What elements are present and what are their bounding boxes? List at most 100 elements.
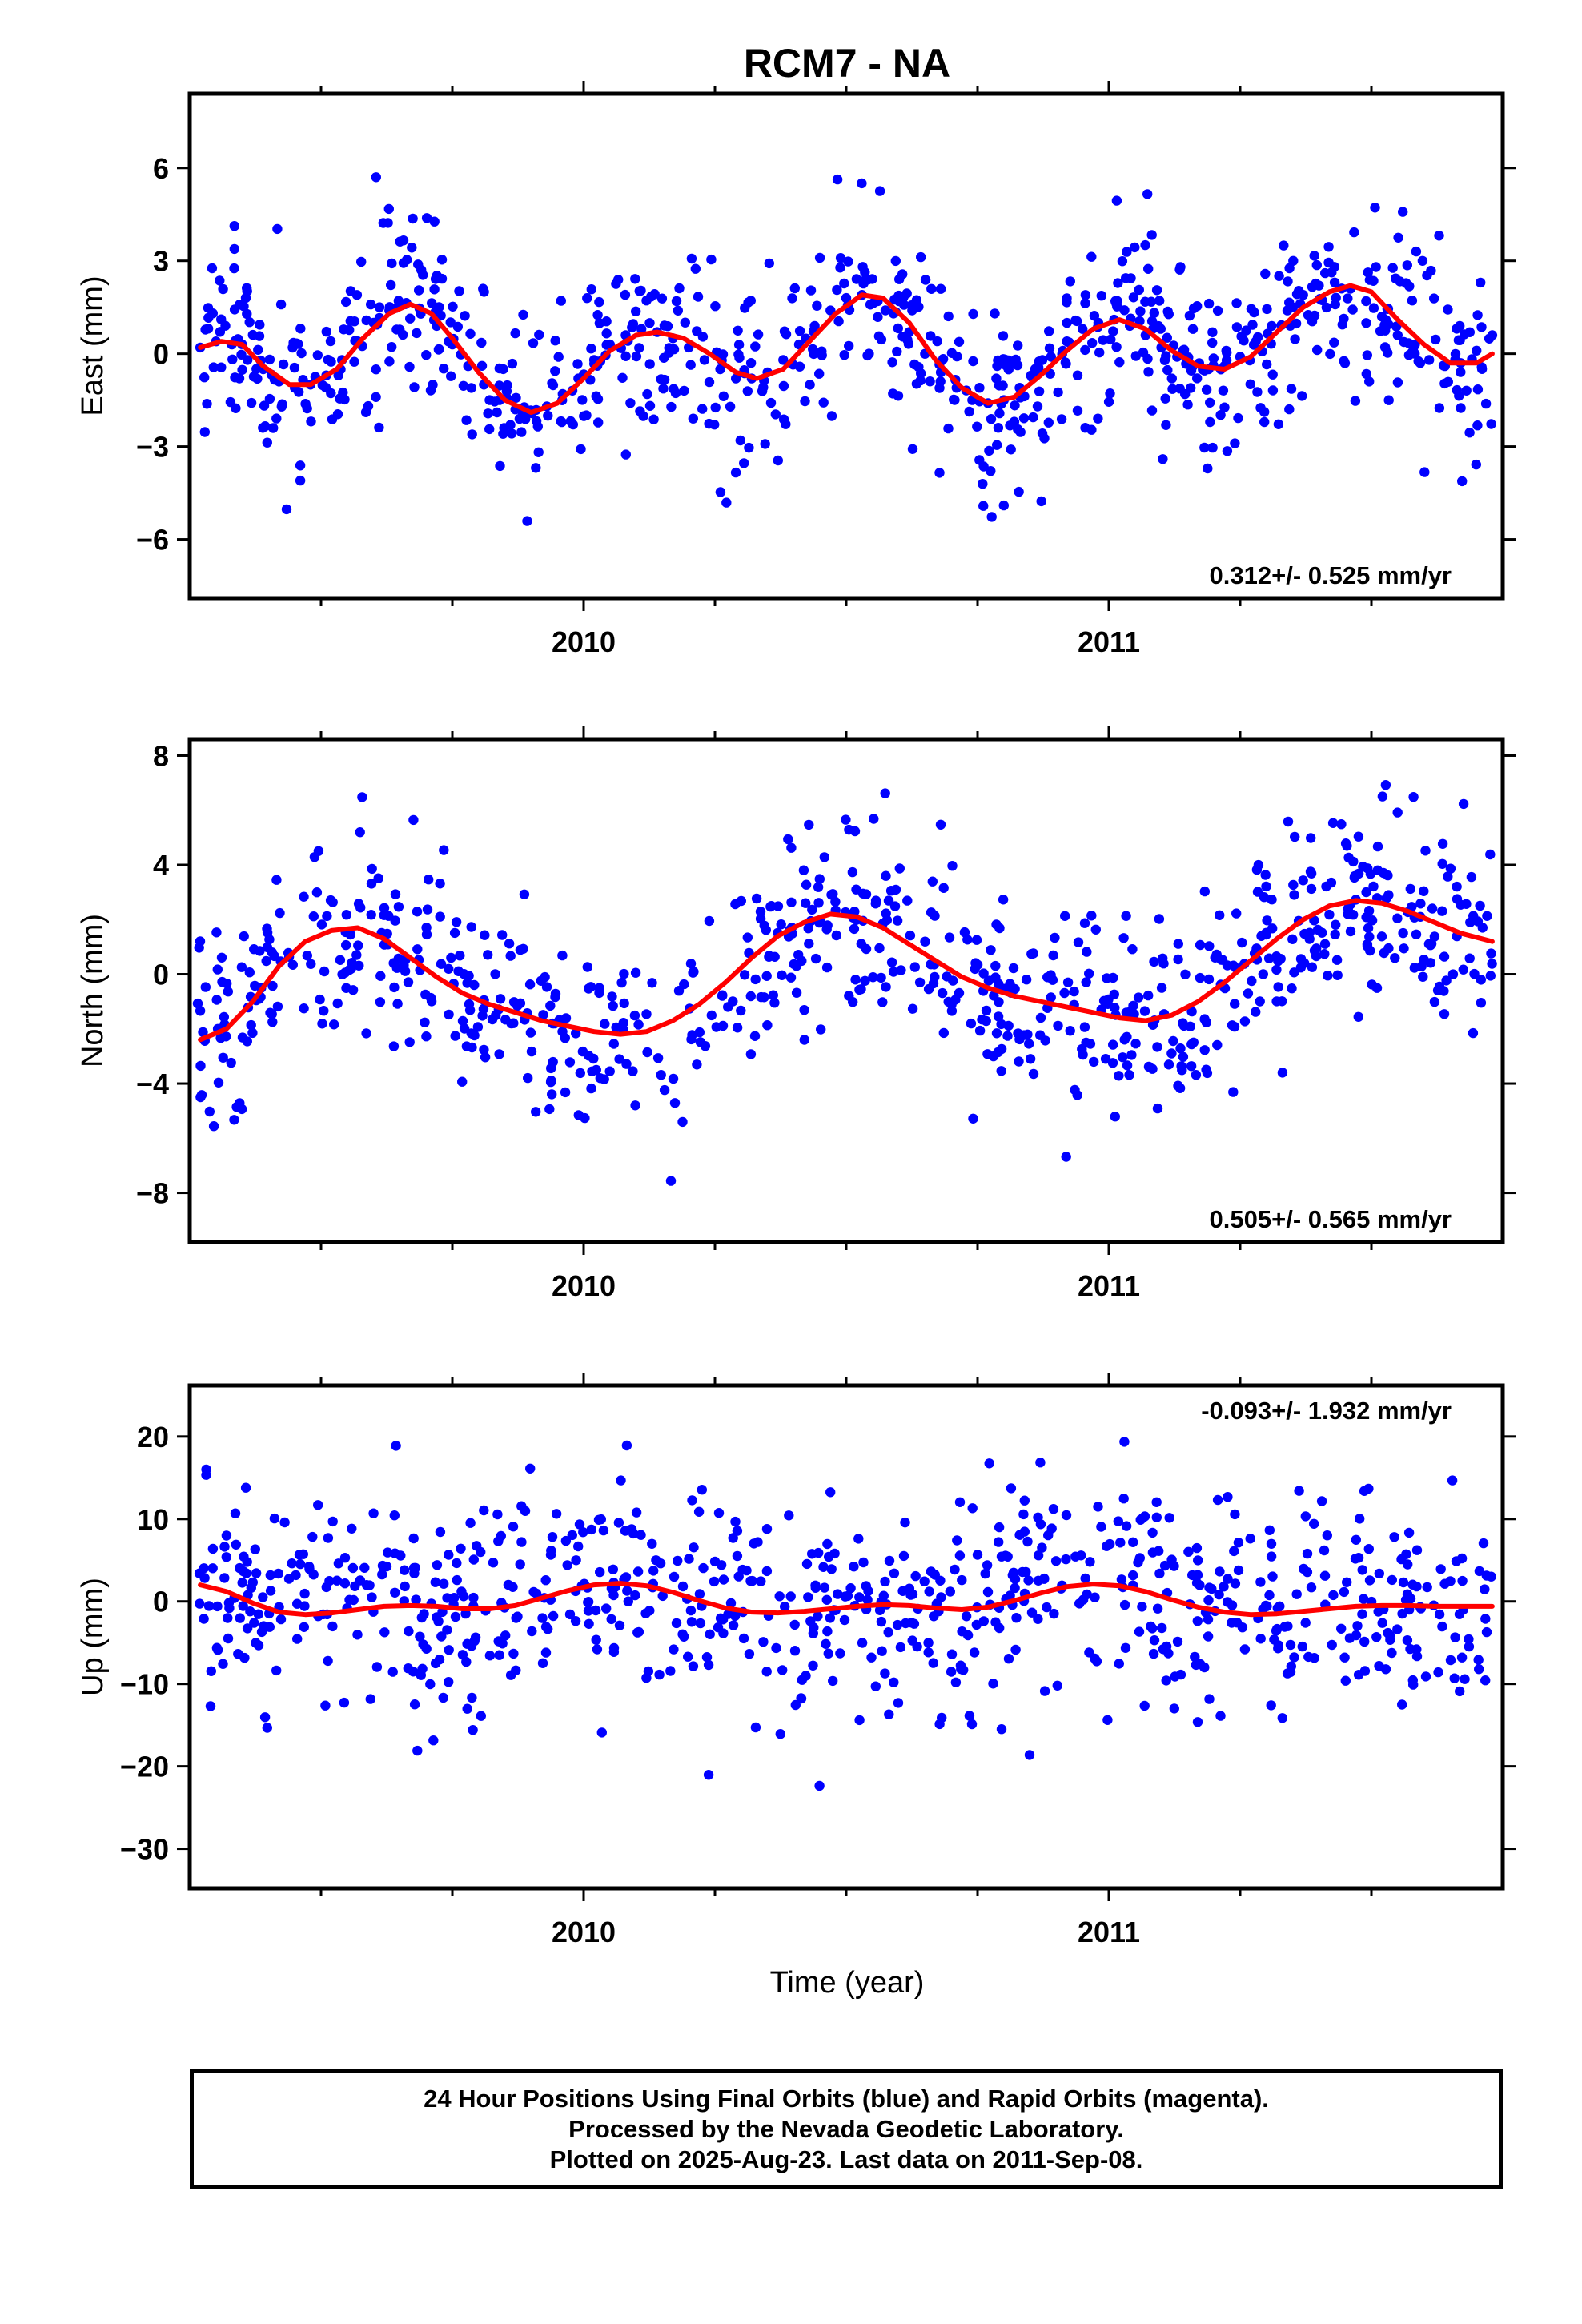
data-point: [1277, 996, 1287, 1007]
data-point: [442, 1593, 452, 1603]
data-point: [525, 1463, 536, 1474]
data-point: [876, 1616, 887, 1627]
data-point: [1081, 977, 1091, 987]
data-point: [883, 1627, 893, 1638]
data-point: [907, 1003, 918, 1014]
data-point: [794, 361, 805, 372]
data-point: [636, 285, 646, 296]
data-point: [642, 1047, 652, 1058]
data-point: [1044, 343, 1055, 353]
up-frame: [187, 1383, 1505, 1891]
data-point: [980, 1568, 990, 1579]
data-point: [1368, 303, 1379, 313]
data-point: [1192, 1616, 1203, 1626]
data-point: [1291, 318, 1302, 329]
data-point: [1175, 1043, 1186, 1054]
data-point: [598, 1525, 609, 1536]
data-point: [636, 1530, 646, 1540]
data-point: [669, 1644, 679, 1655]
data-point: [1422, 1582, 1432, 1593]
data-point: [1347, 304, 1358, 315]
data-point: [1201, 1064, 1211, 1075]
data-point: [750, 341, 761, 352]
data-point: [613, 275, 624, 285]
data-point: [492, 1509, 503, 1520]
data-point: [683, 1651, 693, 1662]
data-point: [276, 401, 287, 412]
data-point: [814, 1780, 825, 1791]
data-point: [1420, 1671, 1431, 1682]
data-point: [518, 309, 528, 320]
data-point: [1142, 189, 1153, 199]
data-point: [601, 328, 612, 339]
data-point: [379, 1627, 390, 1638]
data-point: [679, 385, 689, 396]
data-point: [978, 479, 988, 489]
data-point: [591, 1634, 601, 1645]
data-point: [839, 350, 849, 360]
data-point: [1275, 954, 1286, 964]
data-point: [357, 792, 367, 802]
data-point: [404, 1626, 414, 1637]
y-tick-label: −20: [120, 1751, 169, 1783]
data-point: [1279, 240, 1289, 251]
data-point: [779, 326, 790, 336]
data-point: [1203, 1595, 1214, 1606]
data-point: [1154, 296, 1165, 306]
data-point: [659, 374, 670, 385]
data-point: [356, 256, 367, 267]
data-point: [613, 1518, 624, 1528]
data-point: [1473, 1655, 1484, 1665]
data-point: [848, 997, 858, 1007]
data-point: [810, 953, 821, 964]
data-point: [208, 1121, 219, 1132]
data-point: [444, 1550, 454, 1560]
data-point: [1106, 334, 1116, 345]
data-point: [733, 325, 743, 336]
data-point: [545, 1000, 556, 1011]
data-point: [1401, 1549, 1411, 1560]
data-point: [1371, 1632, 1382, 1642]
data-point: [686, 1034, 697, 1045]
data-point: [835, 253, 846, 263]
data-point: [212, 1601, 223, 1612]
data-point: [1204, 941, 1215, 951]
data-point: [1048, 950, 1058, 961]
data-point: [548, 1056, 558, 1068]
data-point: [1024, 1039, 1034, 1049]
data-point: [1300, 1511, 1311, 1522]
data-point: [436, 255, 448, 265]
data-point: [387, 258, 397, 269]
data-point: [755, 907, 766, 917]
data-point: [813, 1611, 823, 1622]
data-point: [1013, 340, 1023, 351]
data-point: [421, 929, 432, 940]
data-point: [680, 317, 690, 328]
data-point: [644, 400, 656, 411]
data-point: [958, 1665, 969, 1675]
data-point: [218, 1052, 228, 1063]
data-point: [439, 845, 449, 855]
data-point: [659, 352, 669, 363]
data-point: [236, 962, 247, 972]
data-point: [813, 898, 824, 908]
data-point: [632, 1566, 644, 1577]
data-point: [207, 1563, 218, 1574]
data-point: [221, 1530, 232, 1541]
data-point: [630, 1590, 640, 1601]
data-point: [281, 504, 292, 515]
data-point: [516, 1537, 527, 1547]
data-point: [449, 927, 460, 939]
data-point: [1297, 391, 1307, 401]
data-point: [388, 1041, 400, 1051]
data-point: [1361, 368, 1372, 380]
data-point: [647, 978, 657, 988]
data-point: [227, 354, 238, 364]
data-point: [333, 1558, 344, 1569]
data-point: [557, 950, 568, 961]
data-point: [1288, 255, 1299, 266]
data-point: [375, 971, 386, 981]
data-point: [349, 356, 359, 367]
data-point: [1233, 412, 1243, 424]
data-point: [436, 273, 448, 284]
